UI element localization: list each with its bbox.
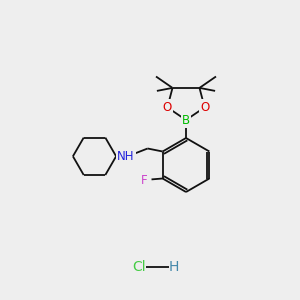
Text: O: O bbox=[163, 101, 172, 114]
Text: F: F bbox=[141, 173, 148, 187]
Text: O: O bbox=[200, 101, 209, 114]
Text: B: B bbox=[182, 113, 190, 127]
Text: NH: NH bbox=[117, 150, 135, 164]
Text: H: H bbox=[169, 260, 179, 274]
Text: Cl: Cl bbox=[133, 260, 146, 274]
